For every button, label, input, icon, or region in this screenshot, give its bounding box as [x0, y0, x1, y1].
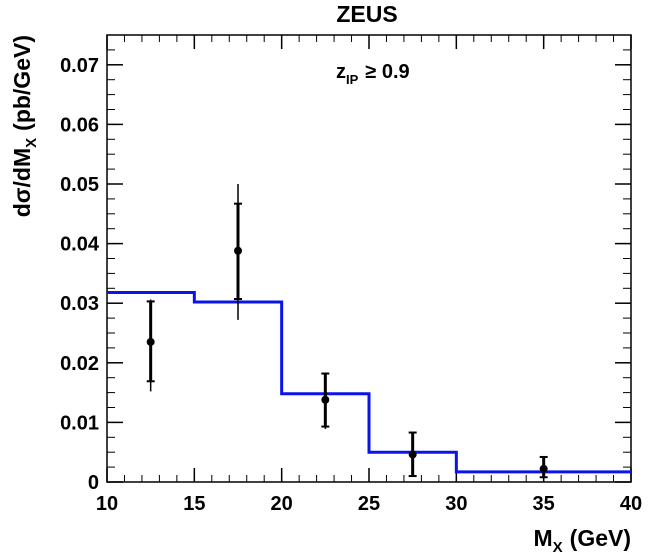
- y-tick-label: 0.07: [60, 55, 99, 77]
- plot-area: 10 15 20 25 30 35 40 0 0.01 0.02 0.03 0.04 0.05 0.06…: [60, 34, 642, 515]
- x-axis-label: MX (GeV): [533, 525, 631, 556]
- data-point-group: [539, 455, 548, 480]
- y-axis-label-rest: (pb/GeV): [9, 35, 35, 131]
- series-data: [146, 184, 548, 480]
- data-point: [321, 395, 330, 404]
- y-tick-label: 0: [88, 472, 99, 494]
- x-axis-label-sub: X: [553, 539, 563, 556]
- data-point: [146, 337, 155, 346]
- y-tick-label: 0.05: [60, 174, 99, 196]
- data-point: [234, 246, 242, 255]
- data-point: [408, 450, 417, 459]
- x-tick-label: 10: [96, 493, 118, 515]
- chart-title: ZEUS: [336, 1, 397, 27]
- y-tick-labels: 0 0.01 0.02 0.03 0.04 0.05 0.06 0.07: [60, 55, 100, 494]
- x-tick-label: 20: [271, 493, 293, 515]
- annotation-main: z: [336, 61, 346, 83]
- data-point-group: [321, 372, 330, 429]
- y-axis-label-pre: dσ/dM: [9, 148, 35, 217]
- series-histogram: [107, 290, 631, 474]
- y-tick-label: 0.02: [60, 353, 99, 375]
- selection-annotation: zIP ≥ 0.9: [336, 61, 410, 87]
- data-point: [539, 464, 548, 473]
- y-tick-label: 0.03: [60, 293, 99, 315]
- x-tick-label: 25: [358, 493, 380, 515]
- x-tick-label: 35: [533, 493, 555, 515]
- data-point-group: [234, 184, 242, 320]
- data-point-group: [146, 299, 155, 392]
- x-tick-label: 40: [620, 493, 642, 515]
- x-tick-labels: 10 15 20 25 30 35 40: [96, 493, 642, 515]
- y-tick-label: 0.06: [60, 114, 99, 136]
- y-axis-label-sub: X: [23, 138, 40, 148]
- major-ticks: [106, 35, 632, 483]
- y-tick-label: 0.01: [60, 412, 99, 434]
- y-axis-label: dσ/dMX (pb/GeV): [9, 35, 40, 217]
- histogram-step-line: [107, 290, 631, 474]
- x-tick-label: 15: [183, 493, 205, 515]
- x-tick-label: 30: [445, 493, 467, 515]
- x-axis-label-rest: (GeV): [570, 525, 631, 551]
- annotation-sub: IP: [346, 72, 359, 87]
- data-point-group: [408, 431, 417, 478]
- y-tick-label: 0.04: [60, 234, 100, 256]
- annotation-rest: ≥ 0.9: [365, 61, 409, 83]
- x-axis-label-main: M: [533, 525, 552, 551]
